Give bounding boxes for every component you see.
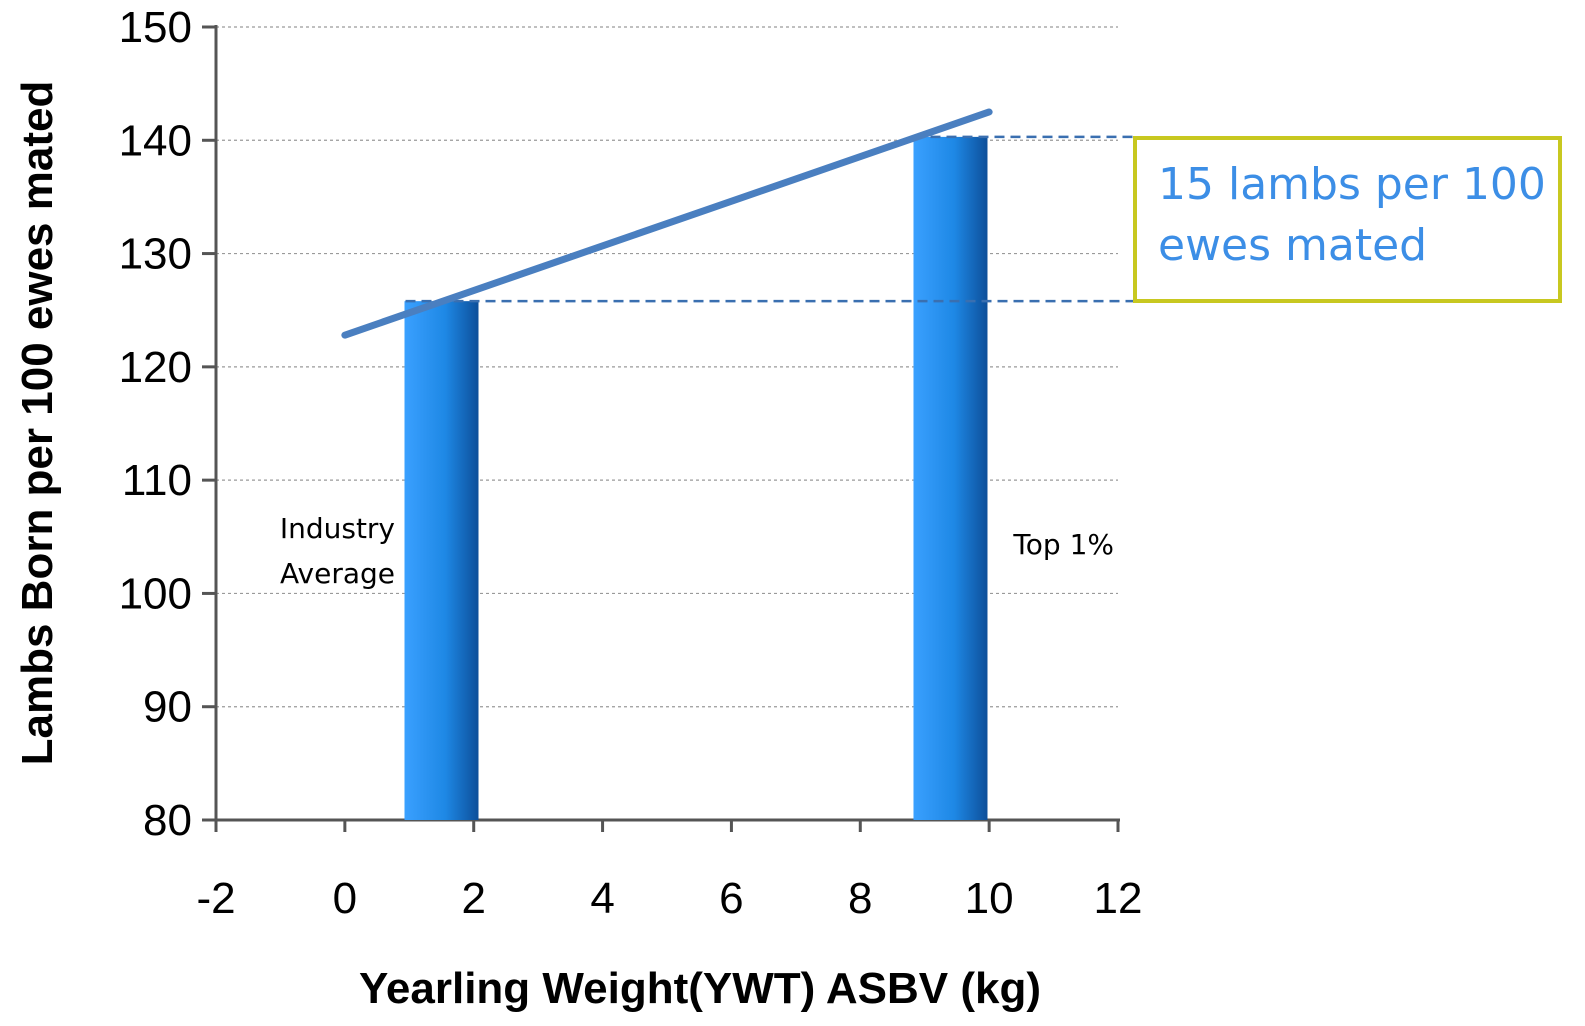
labels: Industry Average Top 1% <box>280 512 1114 590</box>
y-tick-label: 140 <box>119 116 192 165</box>
y-tick-label: 80 <box>143 796 192 845</box>
axes: 80 90 100 110 120 130 140 150 -2 0 2 4 6 8 10 12 Yearlin… <box>13 3 1142 1013</box>
bars <box>404 136 988 820</box>
y-tick-label: 130 <box>119 230 192 279</box>
y-tick-label: 120 <box>119 343 192 392</box>
x-tick-label: 6 <box>719 874 743 923</box>
y-tick-label: 150 <box>119 3 192 52</box>
x-tick-label: 10 <box>965 874 1014 923</box>
bar-label-industry-average: Average <box>280 557 395 590</box>
bar-label-top-1pct: Top 1% <box>1012 528 1114 561</box>
x-tick-label: 12 <box>1094 874 1143 923</box>
y-tick-label: 100 <box>119 569 192 618</box>
bar <box>404 301 479 820</box>
x-tick-label: 0 <box>333 874 357 923</box>
callout-text: ewes mated <box>1158 220 1427 271</box>
x-tick-label: 4 <box>590 874 614 923</box>
callout-text: 15 lambs per 100 <box>1158 159 1546 210</box>
trend-line <box>341 108 993 339</box>
x-tick-label: 2 <box>461 874 485 923</box>
trend-line-group <box>341 108 993 339</box>
callout-box: 15 lambs per 100 ewes mated <box>1133 136 1562 303</box>
bar-label-industry-average: Industry <box>280 512 395 545</box>
gridlines <box>216 26 1118 708</box>
y-tick-label: 110 <box>122 456 192 505</box>
callout-border <box>1133 136 1562 303</box>
bar <box>913 136 988 820</box>
reference-lines <box>405 135 1135 303</box>
y-axis-title: Lambs Born per 100 ewes mated <box>13 81 62 766</box>
y-tick-label: 90 <box>143 683 192 732</box>
x-tick-label: 8 <box>848 874 872 923</box>
x-axis-title: Yearling Weight(YWT) ASBV (kg) <box>359 964 1041 1013</box>
x-tick-label: -2 <box>196 874 235 923</box>
